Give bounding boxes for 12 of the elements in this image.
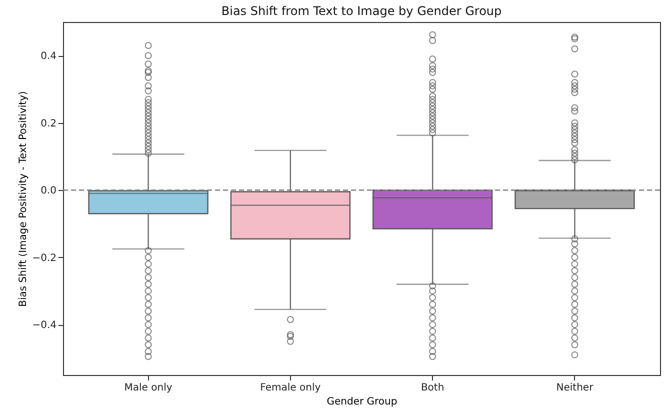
y-axis-title: Bias Shift (Image Positivity - Text Positivity) <box>18 91 30 307</box>
y-tick-label: −0.2 <box>32 252 56 264</box>
y-tick-label: 0.0 <box>40 186 56 197</box>
x-axis-title: Gender Group <box>326 396 398 408</box>
x-tick-label: Female only <box>260 382 321 394</box>
x-tick-label: Neither <box>556 382 594 394</box>
y-tick-label: 0.2 <box>40 118 56 130</box>
x-tick-label: Male only <box>124 382 172 394</box>
chart-title: Bias Shift from Text to Image by Gender Group <box>221 4 502 18</box>
x-tick-label: Both <box>420 382 444 394</box>
y-tick-label: 0.4 <box>40 51 56 62</box>
y-tick-label: −0.4 <box>32 320 56 332</box>
